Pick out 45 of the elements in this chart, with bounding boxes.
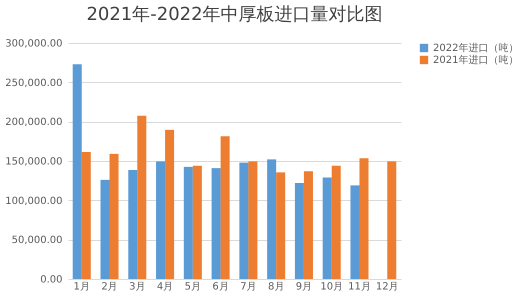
y-tick-label: 300,000.00	[5, 38, 62, 50]
bar	[137, 116, 146, 279]
x-tick-label: 4月	[156, 282, 174, 292]
x-tick-label: 8月	[268, 282, 284, 292]
bar	[322, 178, 332, 279]
bar	[128, 170, 138, 279]
x-tick-label: 10月	[320, 282, 344, 292]
bar	[304, 171, 313, 279]
bar	[192, 166, 202, 279]
y-tick-label: 250,000.00	[5, 78, 62, 89]
x-tick-label: 11月	[348, 282, 371, 292]
bar	[332, 166, 341, 279]
legend-label: 2022年进口（吨）	[433, 42, 518, 54]
x-tick-label: 1月	[74, 282, 90, 292]
bar	[212, 168, 221, 279]
bar	[294, 183, 304, 279]
y-tick-label: 50,000.00	[12, 235, 62, 246]
y-tick-label: 150,000.00	[5, 156, 62, 168]
y-tick-label: 100,000.00	[5, 196, 62, 207]
y-tick-label: 0.00	[40, 274, 62, 286]
legend-label: 2021年进口（吨）	[433, 54, 518, 66]
bar	[82, 152, 91, 279]
x-tick-label: 12月	[376, 282, 399, 292]
x-tick-label: 6月	[212, 282, 229, 292]
x-tick-label: 2月	[101, 282, 118, 292]
x-tick-label: 5月	[184, 282, 202, 292]
bar	[248, 161, 258, 279]
x-tick-label: 9月	[296, 282, 312, 292]
x-tick-label: 7月	[240, 282, 257, 292]
bar	[72, 64, 82, 279]
bar	[267, 159, 276, 279]
bar	[156, 161, 166, 279]
bar	[359, 158, 369, 279]
bar	[184, 166, 193, 279]
y-tick-label: 200,000.00	[5, 117, 62, 128]
bar	[350, 185, 360, 279]
bar	[387, 161, 396, 279]
chart-title: 2021年-2022年中厚板进口量对比图	[86, 4, 383, 25]
bar	[239, 162, 248, 279]
bar	[220, 136, 230, 279]
bar	[110, 154, 119, 279]
bar	[165, 130, 174, 279]
bar	[276, 172, 286, 279]
x-tick-label: 3月	[129, 282, 146, 292]
bar	[100, 180, 110, 279]
